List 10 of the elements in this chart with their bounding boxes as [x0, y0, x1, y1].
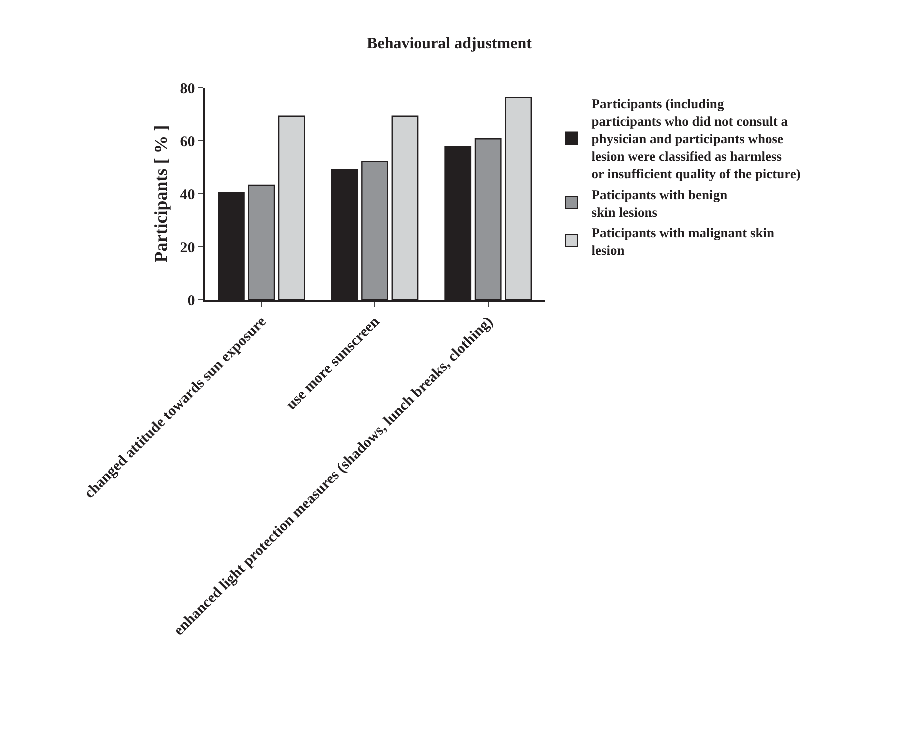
y-tick-label: 40 [180, 187, 196, 204]
legend-label: Paticipants with malignant skin lesion [592, 225, 775, 258]
y-tick-label: 0 [188, 293, 196, 310]
chart-title: Behavioural adjustment [367, 36, 533, 52]
legend-label: Participants (including participants who did not consult a physician and participants whose lesion were classified as harmless or insufficient quality of the picture) [592, 96, 801, 182]
y-tick-label: 20 [180, 240, 196, 256]
y-axis-title: Participants [ % ] [150, 125, 171, 263]
legend-label: Paticipants with benign skin lesions [592, 187, 728, 220]
y-tick-label: 60 [180, 134, 196, 150]
y-tick-label: 80 [180, 81, 196, 98]
